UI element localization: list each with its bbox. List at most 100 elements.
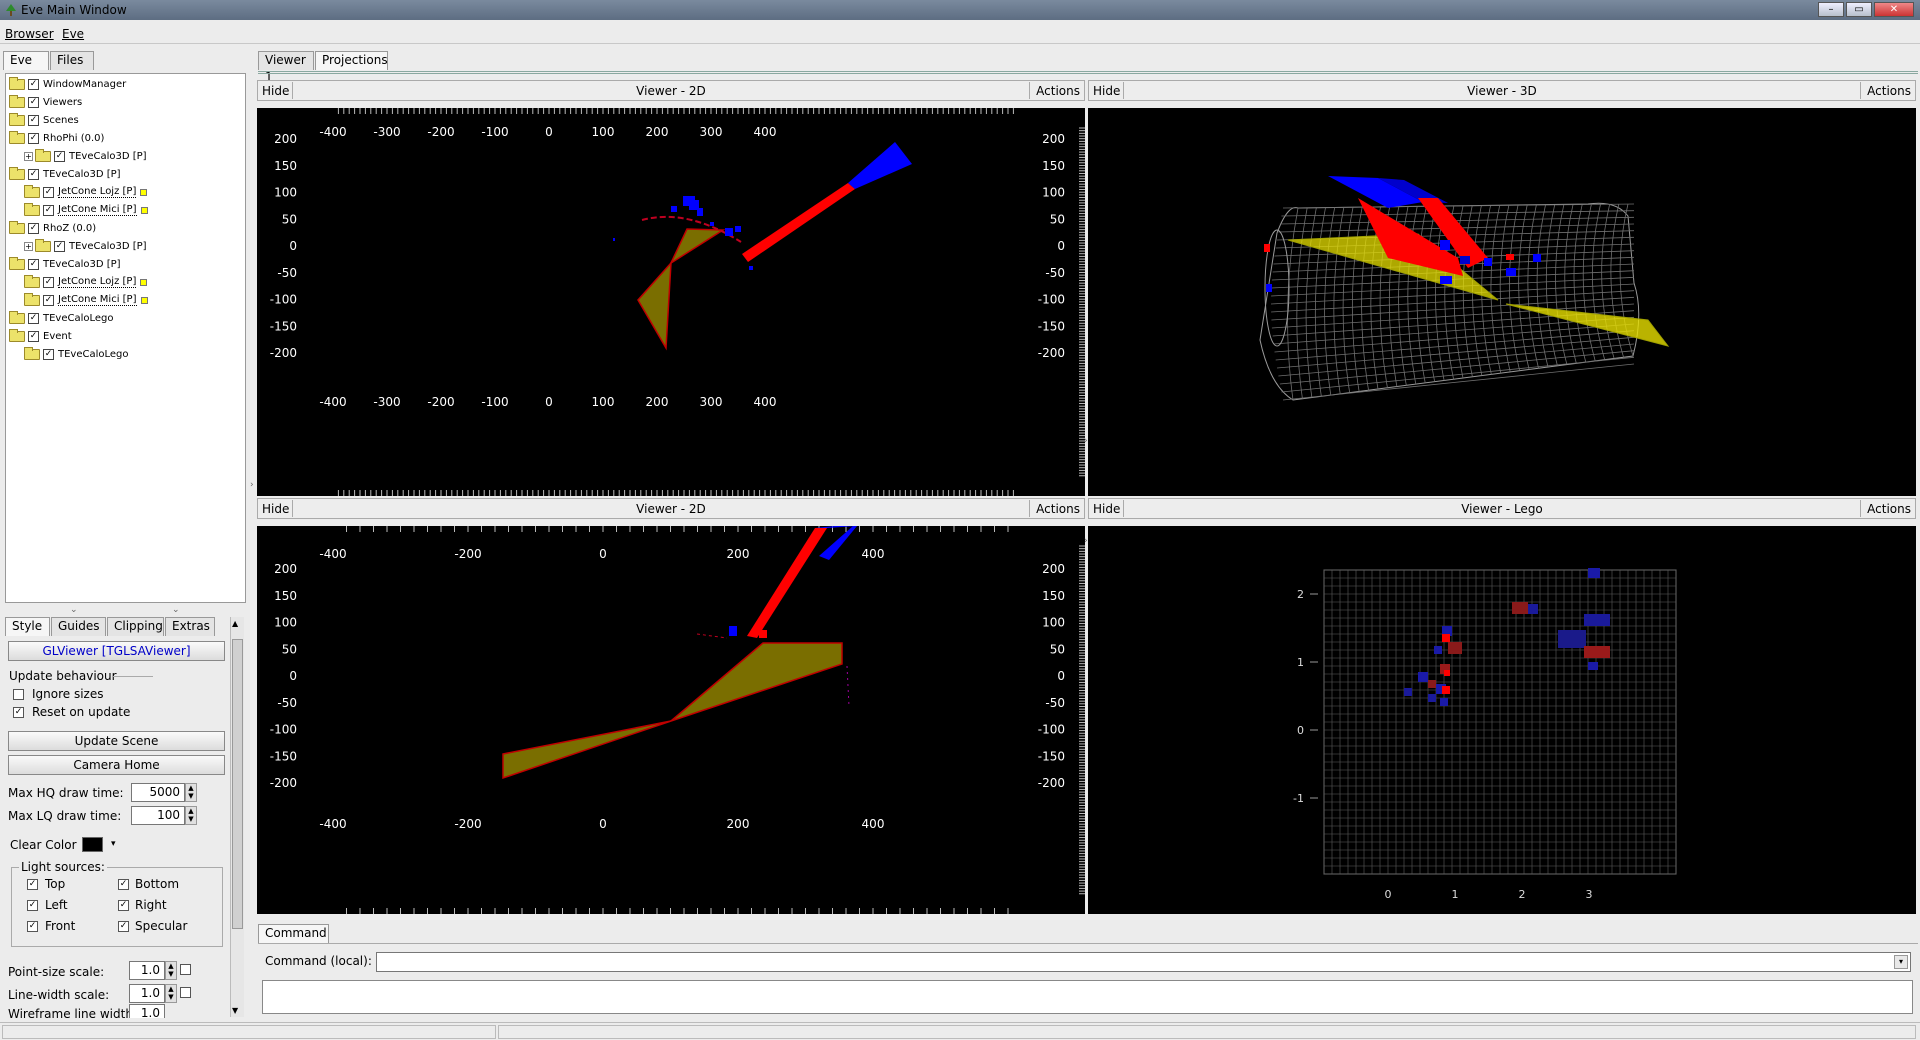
lego-tower[interactable] <box>1442 686 1450 694</box>
lego-tower[interactable] <box>1584 614 1610 626</box>
scrollbar-thumb[interactable] <box>232 639 243 929</box>
visibility-checkbox[interactable]: ✓ <box>54 240 65 252</box>
chevron-down-icon[interactable]: ▾ <box>111 839 116 849</box>
lego-tower[interactable] <box>1588 662 1598 670</box>
calo-tower-red-3d[interactable] <box>1418 198 1488 268</box>
lego-tower[interactable] <box>1588 568 1600 578</box>
calo-tower[interactable] <box>1506 268 1516 276</box>
light-left-checkbox[interactable]: ✓ <box>27 900 38 911</box>
tree-item[interactable]: ✓ RhoPhi (0.0) <box>9 130 104 145</box>
visibility-checkbox[interactable]: ✓ <box>28 222 39 234</box>
splitter-handle[interactable]: › <box>1084 436 1088 446</box>
tab-files[interactable]: Files <box>50 51 94 70</box>
jet-cone-lojz-3d[interactable] <box>1505 303 1670 347</box>
calo-tower-blue-3d[interactable] <box>1328 176 1423 208</box>
jet-cone-rhoz[interactable] <box>670 642 843 722</box>
camera-home-button[interactable]: Camera Home <box>8 755 225 775</box>
calo-tower[interactable] <box>1460 256 1470 264</box>
tree-item[interactable]: ✓ TEveCaloLego <box>24 346 129 361</box>
lego-tower[interactable] <box>1584 646 1610 658</box>
calo-tower[interactable] <box>1484 258 1492 266</box>
visibility-checkbox[interactable]: ✓ <box>43 294 54 306</box>
visibility-checkbox[interactable]: ✓ <box>28 132 39 144</box>
lego-tower[interactable] <box>1558 630 1586 648</box>
calo-tower[interactable] <box>725 228 733 236</box>
tree-item[interactable]: ✓ TEveCaloLego <box>9 310 114 325</box>
splitter-handle[interactable]: › <box>250 480 254 490</box>
minimize-button[interactable]: – <box>1818 2 1844 17</box>
command-input[interactable]: ▾ <box>376 952 1911 972</box>
tab-viewer-1[interactable]: Viewer 1 <box>258 51 314 84</box>
tab-style[interactable]: Style <box>5 617 50 636</box>
calo-tower[interactable] <box>729 626 737 636</box>
calo-tower[interactable] <box>697 208 703 216</box>
lego-tower[interactable] <box>1436 684 1446 694</box>
calo-tower[interactable] <box>1533 254 1541 262</box>
calo-tower[interactable] <box>749 266 753 270</box>
calo-tower[interactable] <box>1440 240 1450 250</box>
lego-tower[interactable] <box>1434 646 1442 654</box>
lego-tower[interactable] <box>1428 694 1436 702</box>
lego-tower[interactable] <box>1440 698 1448 706</box>
max-hq-spinner[interactable]: ▲ ▼ <box>185 783 197 802</box>
calo-tower[interactable] <box>710 222 714 226</box>
line-width-spinner[interactable]: ▲ ▼ <box>165 984 177 1003</box>
calo-tower-red-3d[interactable] <box>1358 198 1463 276</box>
tree-item[interactable]: + ✓ TEveCalo3D [P] <box>24 148 147 163</box>
light-top-checkbox[interactable]: ✓ <box>27 879 38 890</box>
viewer-3d-canvas[interactable] <box>1088 108 1916 496</box>
max-hq-input[interactable]: 5000 <box>131 783 185 802</box>
splitter-handle[interactable]: › <box>1084 536 1088 546</box>
calo-tower[interactable] <box>671 206 677 212</box>
visibility-checkbox[interactable]: ✓ <box>28 312 39 324</box>
ignore-sizes-checkbox[interactable] <box>13 689 24 700</box>
lego-tower[interactable] <box>1442 626 1452 636</box>
tree-item[interactable]: ✓ RhoZ (0.0) <box>9 220 96 235</box>
splitter-handle[interactable]: ⌄ <box>70 605 78 615</box>
color-marker[interactable] <box>140 188 148 196</box>
tree-item[interactable]: ✓ Viewers <box>9 94 82 109</box>
actions-button[interactable]: Actions <box>1867 84 1911 98</box>
viewer-2d-rhophi-canvas[interactable]: -400 -300 -200 -100 0 100 200 300 400 -400 -300 -2… <box>257 108 1085 496</box>
chevron-down-icon[interactable]: ▾ <box>1894 955 1908 969</box>
max-lq-spinner[interactable]: ▲ ▼ <box>185 806 197 825</box>
lego-tower[interactable] <box>1444 670 1450 676</box>
scroll-up-icon[interactable]: ▲ <box>232 619 239 628</box>
clear-color-swatch[interactable] <box>82 837 103 852</box>
command-output-area[interactable] <box>262 980 1913 1014</box>
visibility-checkbox[interactable]: ✓ <box>43 276 54 288</box>
tree-item[interactable]: + ✓ TEveCalo3D [P] <box>24 238 147 253</box>
lego-tower[interactable] <box>1448 642 1462 654</box>
calo-tower-blue-rhoz[interactable] <box>815 526 857 528</box>
scroll-down-icon[interactable]: ▼ <box>232 1006 239 1015</box>
expand-icon[interactable]: + <box>24 151 33 161</box>
lego-tower[interactable] <box>1442 634 1450 642</box>
calo-tower[interactable] <box>613 238 615 241</box>
line-width-input[interactable]: 1.0 <box>129 984 165 1003</box>
visibility-checkbox[interactable]: ✓ <box>28 330 39 342</box>
visibility-checkbox[interactable]: ✓ <box>28 78 39 90</box>
light-bottom-checkbox[interactable]: ✓ <box>118 879 129 890</box>
tab-eve[interactable]: Eve <box>3 51 49 70</box>
light-right-checkbox[interactable]: ✓ <box>118 900 129 911</box>
menu-browser[interactable]: Browser <box>5 27 54 41</box>
light-specular-checkbox[interactable]: ✓ <box>118 921 129 932</box>
max-lq-input[interactable]: 100 <box>131 806 185 825</box>
point-size-checkbox[interactable] <box>180 964 191 975</box>
tree-item[interactable]: ✓ TEveCalo3D [P] <box>9 166 121 181</box>
visibility-checkbox[interactable]: ✓ <box>28 114 39 126</box>
glviewer-object-button[interactable]: GLViewer [TGLSAViewer] <box>8 641 225 661</box>
calo-tower-blue-3d[interactable] <box>1378 178 1448 203</box>
wireframe-line-width-input[interactable]: 1.0 <box>129 1004 165 1018</box>
tree-item[interactable]: ✓ JetCone Lojz [P] <box>24 274 148 289</box>
reset-on-update-checkbox[interactable]: ✓ <box>13 707 24 718</box>
point-size-spinner[interactable]: ▲ ▼ <box>165 961 177 980</box>
tab-command[interactable]: Command <box>258 924 329 943</box>
calo-tower[interactable] <box>689 200 699 210</box>
calo-tower[interactable] <box>759 630 767 638</box>
tree-item[interactable]: ✓ Scenes <box>9 112 79 127</box>
hide-button[interactable]: Hide <box>262 502 290 516</box>
tree-item[interactable]: ✓ JetCone Lojz [P] <box>24 184 148 199</box>
actions-button[interactable]: Actions <box>1867 502 1911 516</box>
calo-tower[interactable] <box>1264 244 1270 252</box>
